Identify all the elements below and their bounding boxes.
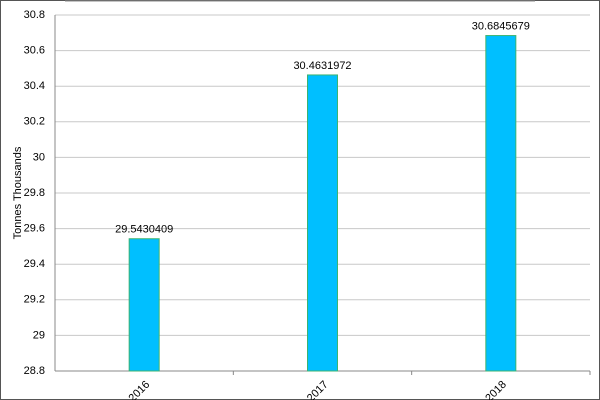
y-tick-label: 29.8 (24, 187, 45, 199)
y-tick-label: 29.6 (24, 223, 45, 235)
data-label: 30.6845679 (472, 20, 530, 32)
bar (128, 238, 160, 372)
bar (307, 74, 338, 372)
data-label: 30.4631972 (293, 60, 351, 72)
y-tick-label: 30.4 (24, 80, 45, 92)
y-axis-label: Tonnes Thousands (12, 146, 24, 239)
y-tick-label: 30.8 (24, 9, 45, 21)
y-tick-label: 30.6 (24, 45, 45, 57)
y-tick-label: 29.4 (24, 258, 45, 270)
data-label: 29.5430409 (115, 224, 173, 236)
y-tick-label: 28.8 (24, 365, 45, 377)
y-tick-label: 29 (33, 329, 45, 341)
y-tick-label: 30 (33, 151, 45, 163)
y-tick-label: 29.2 (24, 294, 45, 306)
bar (485, 35, 517, 372)
y-tick-label: 30.2 (24, 116, 45, 128)
